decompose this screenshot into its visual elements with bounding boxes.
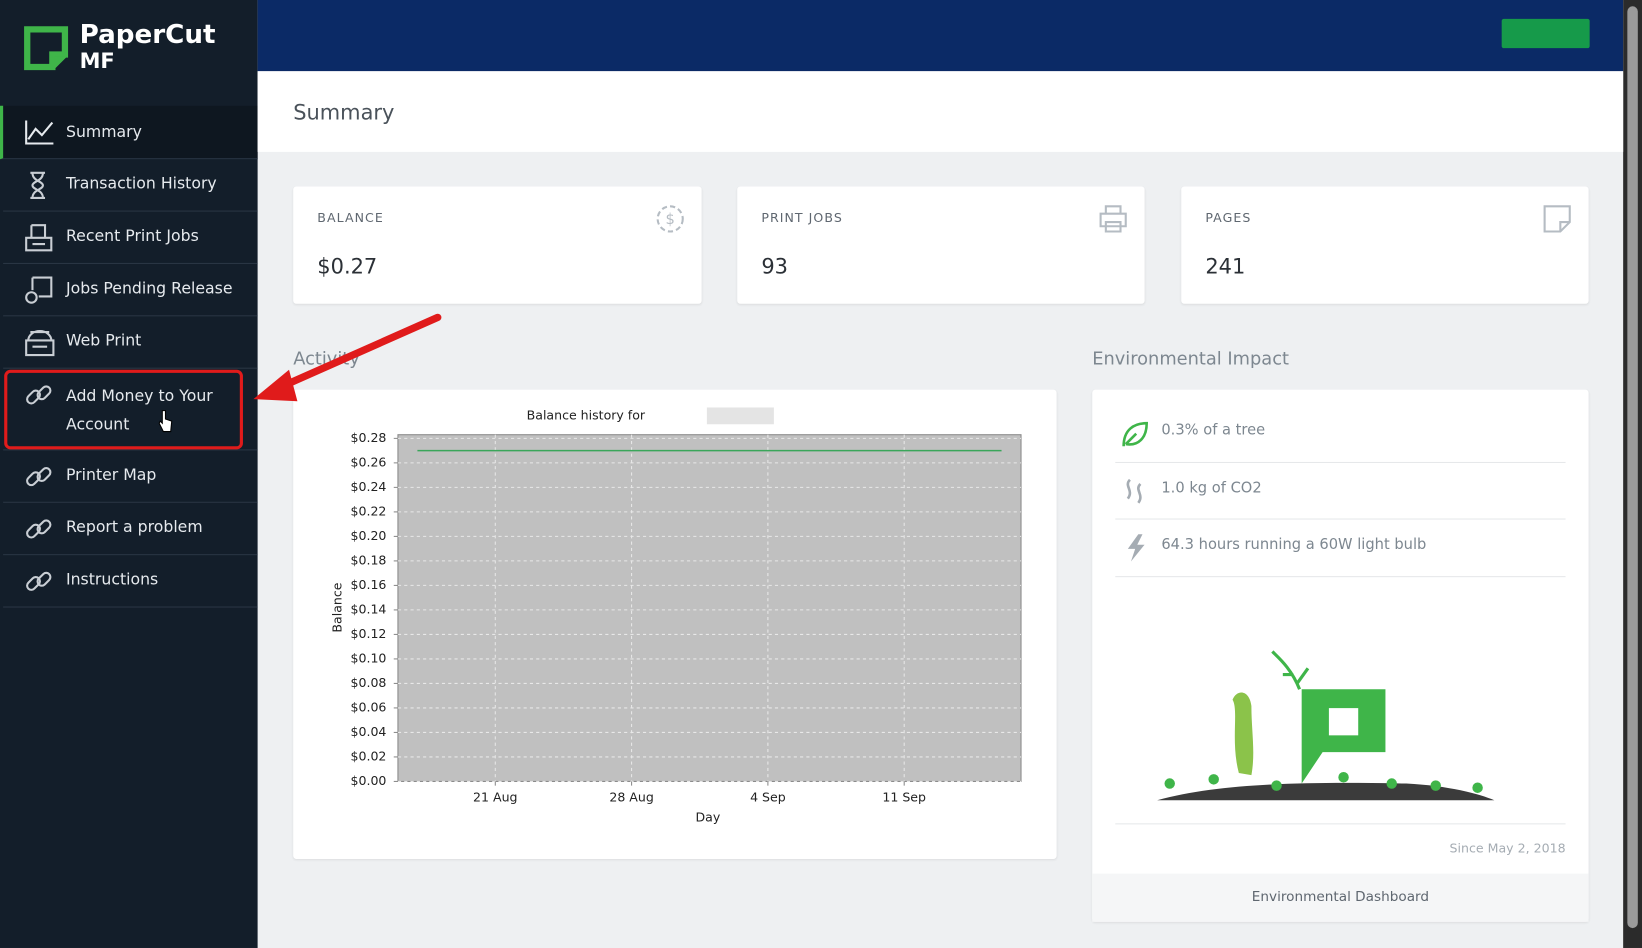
icon <box>26 385 52 405</box>
environment-panel: 0.3% of a tree 1.0 kg of CO2 64.3 hours … <box>1092 389 1589 922</box>
card-label: BALANCE <box>317 210 384 226</box>
stat-card: PAGES 241 <box>1181 186 1589 304</box>
card-label: PRINT JOBS <box>761 210 843 226</box>
nav-item[interactable]: Jobs Pending Release <box>3 263 258 317</box>
logo-edition: MF <box>79 48 115 74</box>
icon <box>26 467 52 487</box>
y-tick-label: $0.24 <box>351 479 387 494</box>
page-header: Summary <box>257 71 1624 152</box>
stat-card: PRINT JOBS 93 <box>737 186 1145 304</box>
activity-panel: Balance history for Day Balance $0.00 $0.… <box>293 389 1057 859</box>
env-item: 64.3 hours running a 60W light bulb <box>1161 536 1427 554</box>
icon <box>1126 478 1142 504</box>
y-tick-label: $0.06 <box>351 699 387 714</box>
icon <box>1122 421 1148 447</box>
icon <box>1127 534 1145 562</box>
section-heading: Environmental Impact <box>1092 348 1289 370</box>
icon <box>25 276 53 304</box>
nav-label: Transaction History <box>65 173 217 193</box>
nav-label: Printer Map <box>65 465 157 484</box>
card-value: 241 <box>1205 253 1246 279</box>
y-tick-label: $0.18 <box>351 552 387 567</box>
y-tick-label: $0.20 <box>351 528 387 543</box>
env-item: 1.0 kg of CO2 <box>1161 479 1262 497</box>
icon <box>25 224 53 252</box>
nav-item[interactable]: Transaction History <box>3 158 258 212</box>
y-tick-label: $0.10 <box>351 650 387 665</box>
icon <box>25 330 55 357</box>
illustration <box>1157 650 1495 801</box>
icon <box>1099 205 1127 233</box>
x-tick-label: 4 Sep <box>750 790 786 805</box>
redacted-name <box>706 407 774 425</box>
y-tick-label: $0.14 <box>351 601 387 616</box>
nav-label: Instructions <box>65 569 159 589</box>
y-tick-label: $0.08 <box>351 675 387 690</box>
section-heading: Activity <box>293 348 360 370</box>
x-tick-label: 21 Aug <box>473 790 517 805</box>
x-tick-label: 28 Aug <box>609 790 653 805</box>
y-tick-label: $0.00 <box>351 773 387 788</box>
card-value: $0.27 <box>317 253 378 279</box>
divider <box>1115 461 1566 463</box>
icon <box>26 571 52 591</box>
icon: $ <box>656 205 684 233</box>
nav-item[interactable]: Instructions <box>3 554 258 608</box>
nav-item[interactable]: Printer Map <box>3 449 258 503</box>
annotation-arrow <box>253 313 442 402</box>
x-axis-label: Day <box>696 810 721 825</box>
y-tick-label: $0.28 <box>351 430 387 445</box>
sidebar: PaperCut MF Summary Transaction History … <box>0 0 258 948</box>
nav-label: Report a problem <box>65 517 203 537</box>
chart: Balance history for Day Balance $0.00 $0.… <box>330 407 1022 825</box>
nav-label: Recent Print Jobs <box>65 226 199 246</box>
nav-item[interactable]: Add Money to Your Account <box>3 368 258 451</box>
nav-item[interactable]: Report a problem <box>3 502 258 556</box>
logo-icon <box>24 26 69 71</box>
y-tick-label: $0.04 <box>351 724 387 739</box>
dashboard-link[interactable]: Environmental Dashboard <box>1092 873 1589 922</box>
icon <box>1543 205 1571 233</box>
nav-item[interactable]: Recent Print Jobs <box>3 211 258 264</box>
y-tick-label: $0.12 <box>351 626 387 641</box>
nav-item[interactable]: Web Print <box>3 315 258 369</box>
env-item: 0.3% of a tree <box>1161 422 1266 439</box>
since-date: Since May 2, 2018 <box>1449 841 1566 856</box>
y-tick-label: $0.26 <box>351 454 387 469</box>
highlight-box <box>4 369 243 450</box>
x-tick-label: 11 Sep <box>882 790 926 805</box>
nav-label: Summary <box>65 122 142 142</box>
nav-label: Web Print <box>65 331 142 350</box>
cursor <box>158 410 173 433</box>
chart-title: Balance history for <box>527 407 646 422</box>
divider <box>1115 823 1566 825</box>
icon <box>25 120 54 145</box>
card-value: 93 <box>761 253 788 279</box>
stat-card: BALANCE $0.27 $ <box>293 186 702 304</box>
y-tick-label: $0.16 <box>351 577 387 592</box>
divider <box>1115 576 1566 578</box>
nav-label: Add Money to Your Account <box>65 386 213 434</box>
user-menu[interactable] <box>1501 18 1590 49</box>
y-axis-label: Balance <box>330 582 345 632</box>
logo-name: PaperCut <box>79 18 216 50</box>
top-bar <box>257 0 1624 72</box>
scrollbar <box>1623 0 1642 948</box>
nav-item[interactable]: Summary <box>0 105 258 160</box>
icon <box>30 171 46 200</box>
page-title: Summary <box>293 99 395 125</box>
y-tick-label: $0.22 <box>351 503 387 518</box>
plot-area <box>397 434 1022 782</box>
nav-label: Jobs Pending Release <box>65 278 233 298</box>
divider <box>1115 518 1566 520</box>
card-label: PAGES <box>1205 210 1252 226</box>
y-tick-label: $0.02 <box>351 748 387 763</box>
icon <box>26 519 52 539</box>
svg-text:$: $ <box>666 211 675 228</box>
